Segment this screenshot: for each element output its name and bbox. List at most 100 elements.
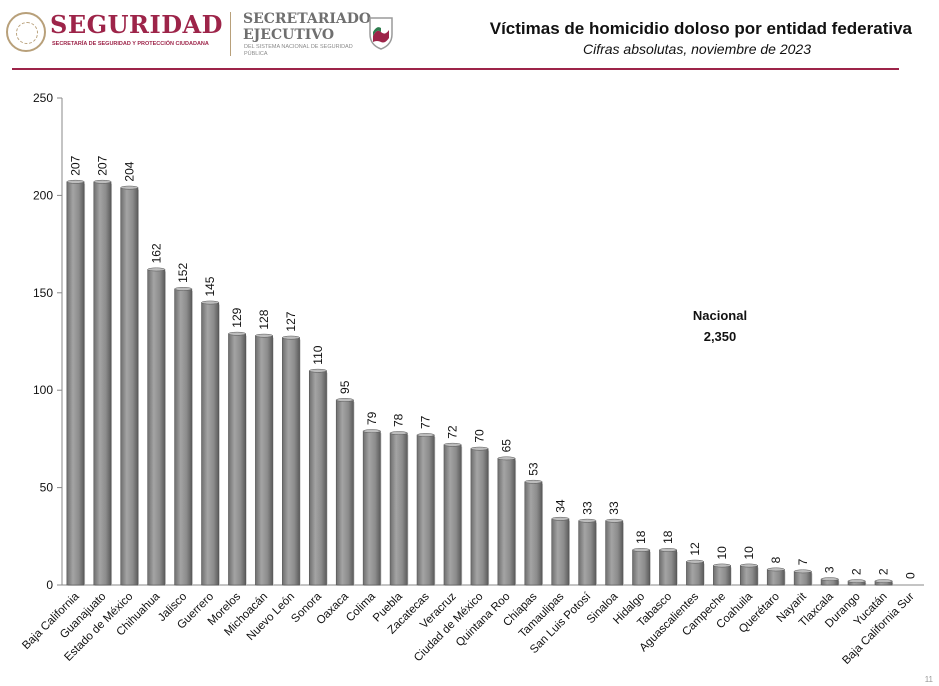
bar-cap <box>120 185 139 190</box>
y-tick-label: 200 <box>33 188 53 202</box>
bar-value-label: 204 <box>122 161 136 181</box>
bar-cap <box>201 300 220 305</box>
bar-cap <box>874 579 893 583</box>
bar-value-label: 8 <box>769 556 783 563</box>
brand-logo-text: SEGURIDAD <box>50 10 223 39</box>
bar-cap <box>551 516 570 521</box>
bar-cap <box>66 179 85 184</box>
bar-value-label: 18 <box>661 530 675 544</box>
bar-value-label: 72 <box>446 425 460 439</box>
bar-cap <box>389 431 408 435</box>
bar <box>470 448 489 586</box>
bar <box>335 399 354 586</box>
bar <box>632 549 651 586</box>
national-label: Nacional <box>692 308 748 323</box>
bar-cap <box>174 287 193 291</box>
bar-value-label: 207 <box>68 155 82 175</box>
bar-cap <box>632 548 651 552</box>
bar <box>766 569 785 586</box>
bar <box>255 335 273 586</box>
bar-value-label: 78 <box>392 413 406 427</box>
bar-cap <box>820 577 839 582</box>
bar-cap <box>686 559 704 564</box>
bar-cap <box>228 331 246 336</box>
bar-value-label: 162 <box>149 243 163 263</box>
header-rule <box>12 68 899 70</box>
header-divider <box>230 12 231 56</box>
bar <box>551 518 570 586</box>
bar-value-label: 7 <box>796 558 810 565</box>
bar <box>605 520 624 586</box>
chart-title: Víctimas de homicidio doloso por entidad… <box>489 19 912 38</box>
bar-cap <box>847 579 866 583</box>
bar-value-label: 77 <box>419 415 433 429</box>
bar-value-label: 3 <box>823 566 837 573</box>
bar <box>443 444 462 586</box>
bar <box>497 458 516 586</box>
coat-of-arms-icon <box>6 12 46 52</box>
bar <box>659 549 678 586</box>
bar <box>201 302 220 586</box>
y-tick-label: 150 <box>33 286 53 300</box>
bar-value-label: 110 <box>311 345 325 364</box>
secretariat-subtitle: DEL SISTEMA NACIONAL DE SEGURIDAD PÚBLIC… <box>244 44 353 57</box>
secretariat-title: SECRETARIADO EJECUTIVO <box>243 11 372 43</box>
bar-value-label: 70 <box>473 429 487 443</box>
bar-cap <box>766 567 785 572</box>
bar-cap <box>335 398 354 402</box>
chart-subtitle: Cifras absolutas, noviembre de 2023 <box>582 41 811 57</box>
bar-cap <box>740 563 758 568</box>
bar-cap <box>147 267 166 272</box>
bar-value-label: 0 <box>904 572 918 579</box>
bar <box>308 370 327 586</box>
bar-value-label: 12 <box>688 542 702 556</box>
bar <box>739 565 758 586</box>
y-tick-label: 50 <box>40 481 54 495</box>
bar <box>713 565 731 586</box>
y-tick-label: 100 <box>33 383 53 397</box>
y-tick-label: 0 <box>46 578 53 592</box>
bar-cap <box>713 563 731 568</box>
bar-value-label: 127 <box>284 311 298 331</box>
bar <box>416 434 435 586</box>
national-total-annotation: Nacional 2,350 <box>675 305 765 347</box>
bar-cap <box>605 518 624 523</box>
bar <box>524 481 543 586</box>
y-tick-label: 250 <box>33 91 53 105</box>
bar-value-label: 33 <box>580 501 594 515</box>
bar-value-label: 207 <box>95 155 109 175</box>
page-number: 11 <box>924 675 933 684</box>
bar-value-label: 53 <box>526 462 540 476</box>
bar <box>793 571 812 586</box>
bar-value-label: 128 <box>257 309 271 329</box>
bar <box>389 432 408 586</box>
bar <box>93 181 112 586</box>
bar-value-label: 79 <box>365 411 379 425</box>
bar-value-label: 2 <box>850 568 864 575</box>
bar-value-label: 10 <box>715 546 729 560</box>
bar <box>228 333 247 586</box>
brand-subtitle: SECRETARÍA DE SEGURIDAD Y PROTECCIÓN CIU… <box>52 41 209 47</box>
bar-value-label: 33 <box>607 501 621 515</box>
bar-cap <box>470 446 489 451</box>
bar <box>578 520 597 586</box>
bar-cap <box>362 429 381 433</box>
bar-cap <box>282 335 300 340</box>
bar <box>120 187 139 586</box>
bar-cap <box>416 433 435 437</box>
bar-cap <box>659 548 677 552</box>
bar-cap <box>309 368 327 373</box>
bar-value-label: 2 <box>877 568 891 575</box>
national-value: 2,350 <box>703 329 737 344</box>
bar-value-label: 152 <box>176 263 190 283</box>
bar-value-label: 95 <box>338 380 352 394</box>
bar <box>147 269 166 586</box>
bar <box>282 337 300 586</box>
bar-cap <box>93 179 112 184</box>
bar-value-label: 65 <box>499 439 513 453</box>
bar-value-label: 10 <box>742 546 756 560</box>
bar-value-label: 34 <box>553 499 567 513</box>
bar <box>362 430 381 586</box>
bar <box>174 288 193 586</box>
